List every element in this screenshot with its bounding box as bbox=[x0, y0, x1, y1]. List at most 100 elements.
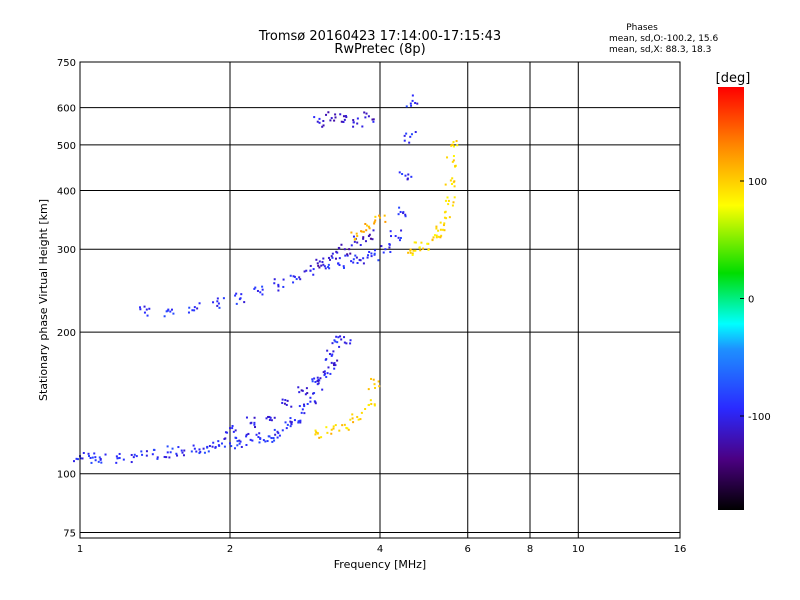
data-point bbox=[401, 173, 404, 176]
data-point bbox=[333, 364, 336, 367]
data-point bbox=[336, 359, 339, 362]
data-point bbox=[167, 308, 170, 311]
data-point bbox=[390, 235, 393, 238]
data-point bbox=[405, 132, 408, 135]
data-point bbox=[364, 222, 367, 225]
data-point bbox=[349, 339, 352, 342]
data-point bbox=[330, 354, 333, 357]
data-point bbox=[249, 438, 252, 441]
data-point bbox=[333, 367, 336, 370]
data-point bbox=[302, 403, 305, 406]
data-point bbox=[321, 125, 324, 128]
data-point bbox=[146, 314, 149, 317]
data-point bbox=[450, 144, 453, 147]
data-point bbox=[130, 453, 133, 456]
data-point bbox=[97, 460, 100, 463]
data-point bbox=[311, 378, 314, 381]
data-point bbox=[318, 117, 321, 120]
data-point bbox=[399, 210, 402, 213]
data-point bbox=[439, 236, 442, 239]
data-point bbox=[75, 457, 78, 460]
data-point bbox=[333, 339, 336, 342]
data-point bbox=[325, 358, 328, 361]
data-point bbox=[372, 229, 375, 232]
data-point bbox=[377, 259, 380, 262]
data-point bbox=[339, 113, 342, 116]
data-point bbox=[369, 399, 372, 402]
plot-frame bbox=[79, 61, 681, 539]
data-point bbox=[317, 382, 320, 385]
data-point bbox=[361, 230, 364, 233]
data-point bbox=[327, 256, 330, 259]
data-point bbox=[277, 283, 280, 286]
data-point bbox=[289, 425, 292, 428]
data-point bbox=[318, 436, 321, 439]
data-point bbox=[314, 402, 317, 405]
data-point bbox=[285, 403, 288, 406]
data-point bbox=[378, 214, 381, 217]
data-point bbox=[342, 115, 345, 118]
data-point bbox=[166, 445, 169, 448]
data-point bbox=[100, 461, 103, 464]
data-point bbox=[303, 270, 306, 273]
data-point bbox=[345, 116, 348, 119]
data-point bbox=[299, 278, 302, 281]
data-point bbox=[420, 241, 423, 244]
data-point bbox=[409, 135, 412, 138]
data-point bbox=[368, 250, 371, 253]
data-point bbox=[328, 267, 331, 270]
data-point bbox=[346, 253, 349, 256]
data-point bbox=[327, 111, 330, 114]
data-point bbox=[320, 436, 323, 439]
data-point bbox=[380, 245, 383, 248]
data-point bbox=[322, 371, 325, 374]
data-point bbox=[81, 457, 84, 460]
data-point bbox=[332, 425, 335, 428]
data-point bbox=[133, 453, 136, 456]
data-point bbox=[340, 120, 343, 123]
data-point bbox=[337, 246, 340, 249]
data-point bbox=[443, 211, 446, 214]
data-point bbox=[198, 452, 201, 455]
data-point bbox=[352, 121, 355, 124]
data-point bbox=[361, 125, 364, 128]
data-point bbox=[335, 335, 338, 338]
data-point bbox=[262, 439, 265, 442]
data-point bbox=[317, 379, 320, 382]
data-point bbox=[212, 301, 215, 304]
data-point bbox=[373, 404, 376, 407]
data-point bbox=[148, 307, 151, 310]
data-point bbox=[318, 266, 321, 269]
data-point bbox=[191, 309, 194, 312]
data-point bbox=[410, 175, 413, 178]
x-tick-label: 16 bbox=[674, 544, 687, 555]
data-point bbox=[413, 241, 416, 244]
x-tick-label: 1 bbox=[77, 544, 83, 555]
data-point bbox=[373, 403, 376, 406]
data-point bbox=[389, 251, 392, 254]
data-point bbox=[272, 437, 275, 440]
data-point bbox=[388, 246, 391, 249]
data-point bbox=[273, 282, 276, 285]
data-point bbox=[90, 461, 93, 464]
data-point bbox=[253, 423, 256, 426]
data-point bbox=[373, 221, 376, 224]
data-point bbox=[79, 457, 82, 460]
data-point bbox=[311, 380, 314, 383]
data-point bbox=[309, 264, 312, 267]
data-point bbox=[253, 416, 256, 419]
data-point bbox=[309, 396, 312, 399]
data-point bbox=[450, 183, 453, 186]
data-point bbox=[439, 221, 442, 224]
data-point bbox=[312, 268, 315, 271]
data-point bbox=[398, 206, 401, 209]
plot-grid bbox=[80, 62, 680, 538]
data-point bbox=[329, 119, 332, 122]
data-point bbox=[368, 233, 371, 236]
x-tick-labels: 1 2 4 6 8 10 16 bbox=[77, 544, 687, 555]
data-point bbox=[351, 413, 354, 416]
data-point bbox=[208, 444, 211, 447]
data-point bbox=[297, 421, 300, 424]
data-point bbox=[432, 236, 435, 239]
data-point bbox=[451, 160, 454, 163]
